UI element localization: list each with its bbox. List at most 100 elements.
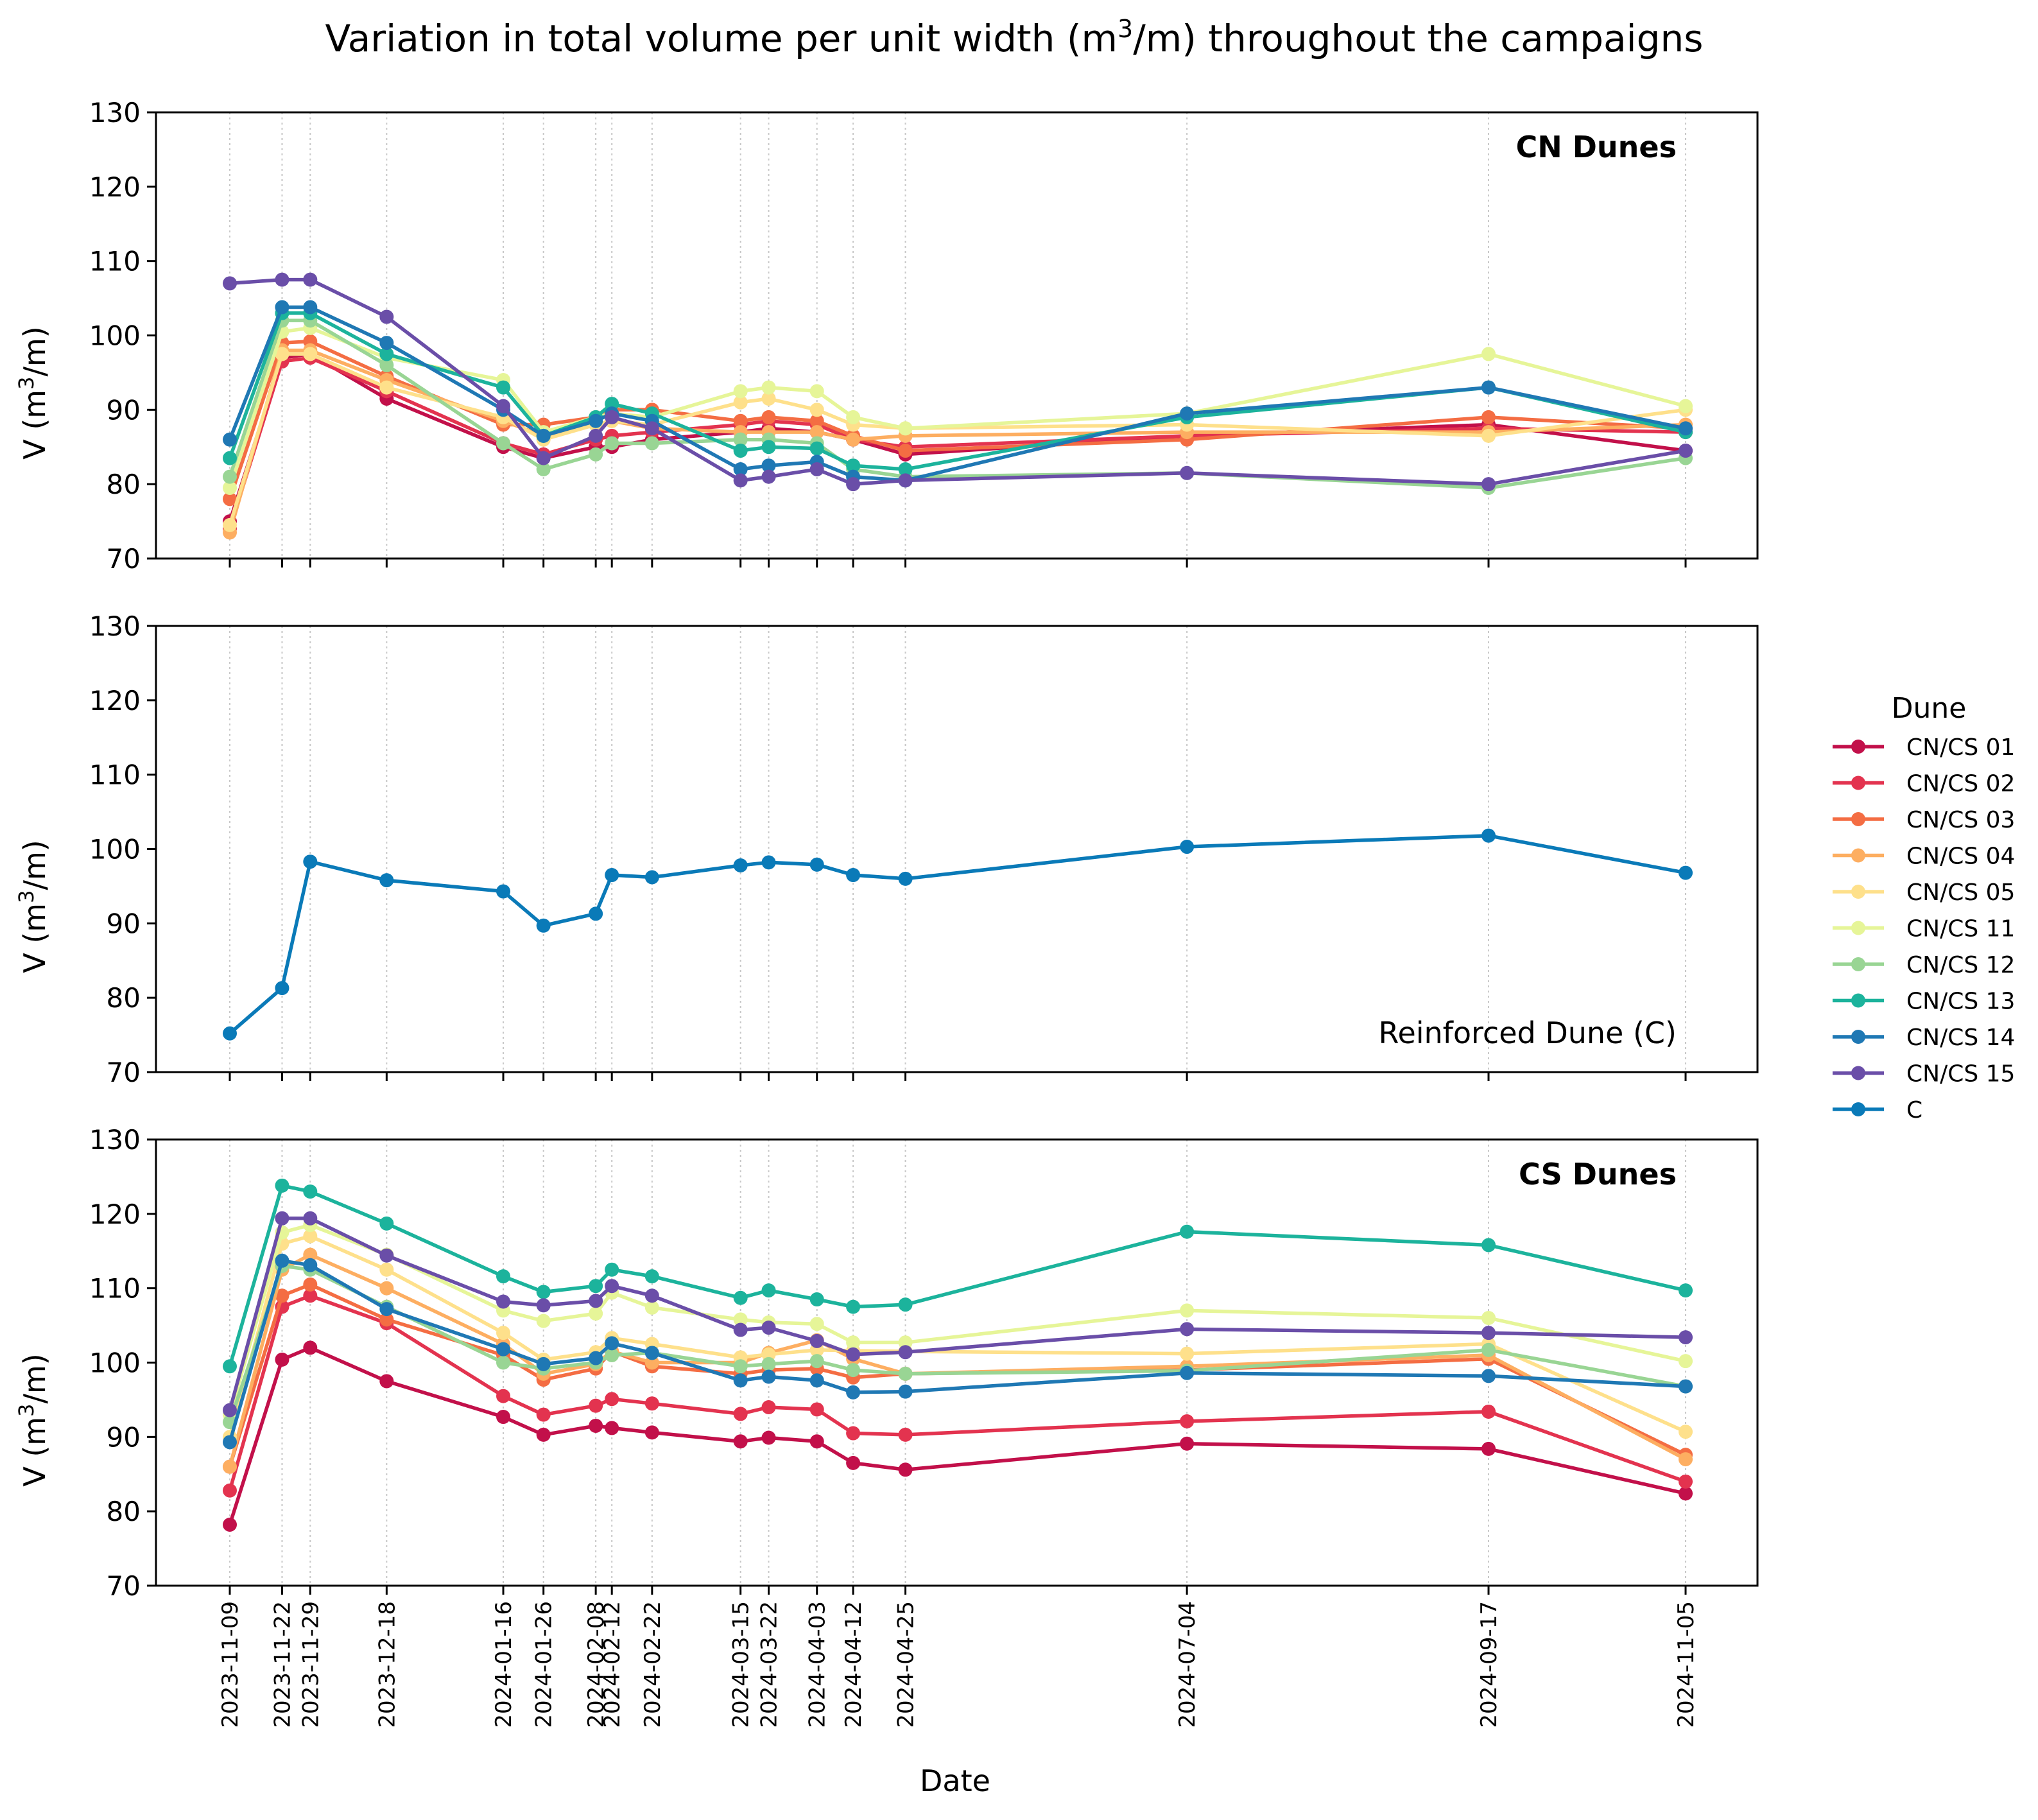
- data-point: [761, 1321, 776, 1335]
- data-point: [809, 403, 824, 417]
- data-point: [536, 1407, 551, 1422]
- data-point: [605, 1348, 619, 1362]
- data-point: [223, 1435, 237, 1450]
- x-tick-label: 2024-02-08: [583, 1601, 609, 1728]
- y-tick-label: 110: [89, 246, 141, 277]
- data-point: [733, 444, 748, 458]
- data-point: [605, 1279, 619, 1294]
- legend-entry-c: C: [1833, 1097, 1922, 1123]
- data-point: [536, 451, 551, 465]
- data-point: [898, 871, 913, 886]
- data-point: [1481, 380, 1496, 395]
- data-point: [846, 1299, 861, 1314]
- data-point: [223, 1403, 237, 1417]
- data-point: [809, 1292, 824, 1307]
- x-tick-label: 2023-11-09: [218, 1601, 243, 1728]
- x-tick-label: 2024-02-12: [600, 1601, 625, 1728]
- data-point: [1180, 1436, 1195, 1451]
- x-tick-label: 2024-04-12: [841, 1601, 867, 1728]
- legend-marker: [1851, 812, 1865, 826]
- legend-marker: [1851, 957, 1865, 971]
- data-point: [303, 1229, 318, 1244]
- data-point: [733, 473, 748, 488]
- data-point: [898, 1427, 913, 1442]
- data-point: [1679, 399, 1693, 413]
- data-point: [379, 336, 394, 351]
- x-tick-label: 2023-11-22: [270, 1601, 295, 1728]
- legend-marker: [1851, 848, 1865, 863]
- data-point: [1180, 1414, 1195, 1429]
- data-point: [761, 1347, 776, 1362]
- data-point: [809, 1373, 824, 1388]
- data-point: [303, 1340, 318, 1355]
- data-point: [1180, 1322, 1195, 1337]
- y-axis-label-cn: V (m3/m): [14, 326, 52, 459]
- y-tick-label: 100: [89, 1348, 141, 1379]
- y-tick-label: 70: [107, 543, 141, 575]
- x-tick-label: 2024-11-05: [1673, 1601, 1699, 1728]
- data-point: [275, 1211, 289, 1226]
- data-point: [303, 854, 318, 869]
- data-point: [1481, 1238, 1496, 1252]
- data-point: [379, 1248, 394, 1263]
- y-axis-label-c: V (m3/m): [14, 840, 52, 973]
- legend-entry-cn-cs-14: CN/CS 14: [1833, 1025, 2015, 1051]
- y-tick-label: 70: [107, 1570, 141, 1602]
- data-point: [1180, 1224, 1195, 1239]
- panel-reinforced-dune: 70 80 90 100 110 120 130 Reinforced Dune (C): [89, 611, 1759, 1088]
- legend-entry-cn-cs-02: CN/CS 02: [1833, 771, 2015, 797]
- legend-marker: [1851, 1030, 1865, 1044]
- data-point: [733, 1434, 748, 1449]
- panel-label: CS Dunes: [1519, 1157, 1677, 1192]
- data-point: [1679, 1486, 1693, 1501]
- x-tick-label: 2023-12-18: [374, 1601, 400, 1728]
- data-point: [1481, 1404, 1496, 1419]
- data-point: [379, 1302, 394, 1317]
- y-tick-label: 100: [89, 834, 141, 865]
- data-point: [496, 1342, 511, 1356]
- data-point: [846, 1363, 861, 1378]
- data-point: [761, 1400, 776, 1414]
- data-point: [496, 1269, 511, 1284]
- data-point: [379, 873, 394, 888]
- x-tick-label: 2024-03-22: [757, 1601, 782, 1728]
- series-cn-cs-13: [223, 1178, 1693, 1374]
- data-point: [536, 1285, 551, 1299]
- data-point: [496, 1355, 511, 1370]
- data-point: [644, 1355, 659, 1370]
- data-point: [1679, 1379, 1693, 1394]
- data-point: [1679, 865, 1693, 880]
- data-point: [1481, 347, 1496, 361]
- data-point: [644, 1425, 659, 1440]
- data-point: [379, 347, 394, 361]
- data-point: [846, 1426, 861, 1441]
- data-point: [1679, 1283, 1693, 1298]
- legend-entry-cn-cs-15: CN/CS 15: [1833, 1061, 2015, 1088]
- data-point: [589, 413, 603, 428]
- data-point: [733, 413, 748, 428]
- x-tick-label: 2024-03-15: [729, 1601, 754, 1728]
- data-point: [1481, 410, 1496, 424]
- y-tick-label: 100: [89, 320, 141, 352]
- data-point: [809, 462, 824, 476]
- data-point: [536, 1427, 551, 1442]
- data-point: [1180, 1303, 1195, 1318]
- data-point: [379, 1216, 394, 1231]
- legend-marker: [1851, 1102, 1865, 1116]
- legend-marker: [1851, 885, 1865, 899]
- data-point: [898, 1335, 913, 1350]
- legend-label: CN/CS 15: [1906, 1061, 2015, 1088]
- data-point: [846, 1455, 861, 1470]
- legend-label: CN/CS 11: [1906, 916, 2015, 942]
- data-point: [223, 1026, 237, 1041]
- data-point: [1481, 428, 1496, 443]
- data-point: [733, 462, 748, 476]
- data-point: [303, 347, 318, 361]
- legend-label: CN/CS 14: [1906, 1025, 2015, 1051]
- data-point: [496, 884, 511, 899]
- data-point: [733, 1290, 748, 1305]
- data-point: [223, 451, 237, 465]
- data-point: [303, 300, 318, 315]
- data-point: [809, 857, 824, 872]
- data-point: [303, 272, 318, 287]
